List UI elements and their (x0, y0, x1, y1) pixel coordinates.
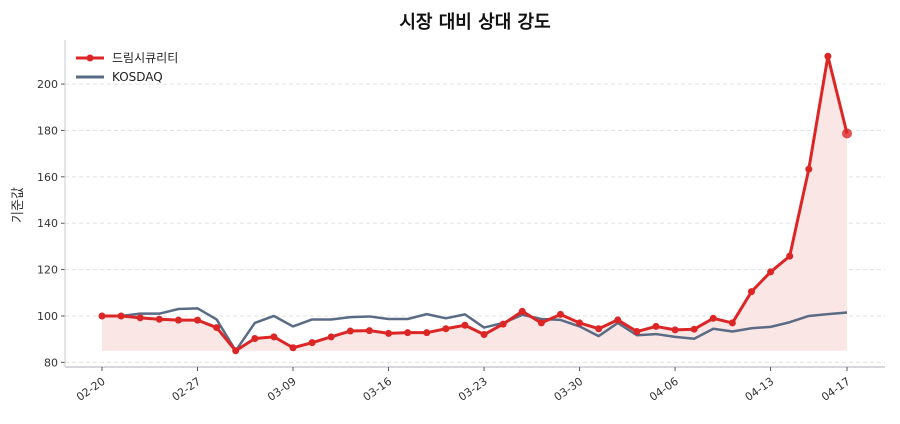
data-point (308, 339, 316, 347)
x-tick-label: 04-17 (819, 375, 853, 404)
area-fill-dreamsecurity (102, 56, 847, 351)
data-point (251, 334, 259, 342)
legend-label-dreamsecurity: 드림시큐리티 (112, 51, 178, 65)
data-point (423, 329, 431, 337)
legend: 드림시큐리티 KOSDAQ (76, 51, 178, 84)
data-point (499, 320, 507, 328)
data-point (232, 347, 240, 355)
data-point (270, 333, 278, 341)
legend-marker-dreamsecurity (86, 54, 94, 62)
data-point (346, 327, 354, 335)
y-tick-label: 160 (37, 171, 58, 184)
data-point (652, 322, 660, 330)
data-point (117, 312, 125, 320)
x-tick-label: 04-13 (743, 375, 777, 404)
x-tick-label: 04-06 (647, 375, 681, 404)
data-point (690, 325, 698, 333)
data-point (442, 325, 450, 333)
data-point (633, 328, 641, 336)
legend-label-kosdaq: KOSDAQ (112, 70, 163, 84)
data-point (709, 314, 717, 322)
y-tick-label: 200 (37, 78, 58, 91)
data-point (213, 324, 221, 332)
data-point (537, 319, 545, 327)
data-point (595, 325, 603, 333)
series-line-dreamsecurity (102, 54, 849, 353)
x-tick-label: 03-23 (456, 375, 490, 404)
x-tick-label: 02-27 (170, 375, 204, 404)
data-point (614, 316, 622, 324)
series-line-kosdaq (102, 307, 848, 353)
y-tick-label: 180 (37, 124, 58, 137)
data-point (98, 312, 106, 320)
chart-title: 시장 대비 상대 강도 (399, 12, 550, 33)
data-point (805, 165, 813, 173)
data-point (556, 310, 564, 318)
x-tick-label: 03-09 (265, 375, 299, 404)
data-point (136, 314, 144, 322)
data-point (404, 329, 412, 337)
y-axis-label: 기준값 (11, 187, 26, 223)
data-point (194, 316, 202, 324)
y-tick-label: 100 (37, 310, 58, 323)
data-point (824, 52, 832, 60)
data-point (461, 321, 469, 329)
data-point (518, 307, 526, 315)
data-point (728, 319, 736, 327)
data-point (842, 128, 852, 139)
data-point (480, 331, 488, 339)
data-point (786, 252, 794, 260)
y-tick-label: 80 (44, 356, 58, 369)
x-tick-label: 03-16 (361, 375, 395, 404)
data-point (365, 327, 373, 335)
y-tick-label: 120 (37, 264, 58, 277)
data-point (327, 333, 335, 341)
y-tick-label: 140 (37, 217, 58, 230)
data-point (767, 268, 775, 276)
data-point (155, 315, 163, 323)
data-point (671, 326, 679, 334)
data-point (385, 329, 393, 337)
data-point (747, 288, 755, 296)
x-tick-label: 02-20 (74, 375, 108, 404)
data-point (576, 319, 584, 327)
data-point (289, 344, 297, 352)
data-point (174, 316, 182, 324)
x-tick-label: 03-30 (552, 375, 586, 404)
